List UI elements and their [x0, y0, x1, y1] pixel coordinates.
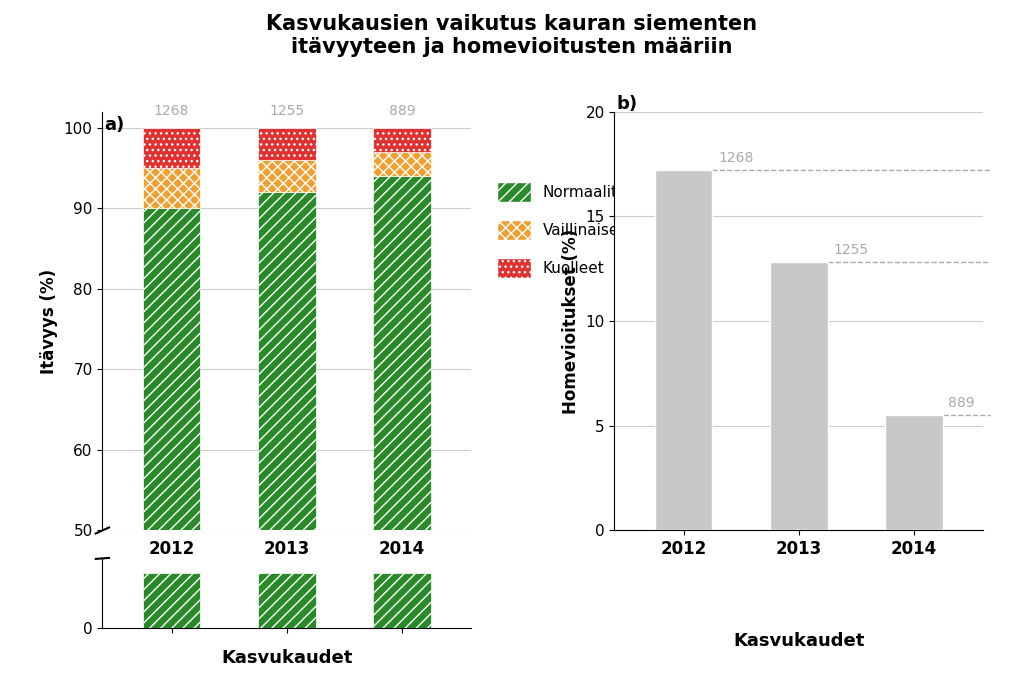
Bar — [142, 168, 201, 208]
Text: 1255: 1255 — [834, 243, 868, 257]
Bar — [258, 192, 315, 530]
Y-axis label: Homevioitukset (%): Homevioitukset (%) — [562, 228, 580, 414]
Text: 889: 889 — [388, 104, 416, 118]
Text: 889: 889 — [948, 396, 975, 410]
Bar — [373, 152, 431, 176]
Bar — [770, 262, 827, 530]
Text: Kasvukausien vaikutus kauran siementen
itävyyteen ja homevioitusten määriin: Kasvukausien vaikutus kauran siementen i… — [266, 14, 758, 57]
X-axis label: Kasvukaudet: Kasvukaudet — [221, 649, 352, 667]
Text: b): b) — [616, 95, 638, 113]
Text: 1268: 1268 — [718, 151, 754, 165]
Legend: Normaalit, Vaillinaiset, Kuolleet: Normaalit, Vaillinaiset, Kuolleet — [497, 182, 626, 278]
Text: a): a) — [104, 116, 125, 134]
Bar — [885, 415, 943, 530]
Bar — [373, 176, 431, 530]
Bar — [258, 128, 315, 160]
Bar — [142, 128, 201, 168]
Bar — [142, 573, 201, 628]
Bar — [258, 573, 315, 628]
Bar — [142, 208, 201, 530]
Bar — [258, 160, 315, 192]
Bar — [373, 128, 431, 152]
Y-axis label: Itävyys (%): Itävyys (%) — [40, 269, 58, 373]
Bar — [373, 573, 431, 628]
Text: 1255: 1255 — [269, 104, 304, 118]
Text: 1268: 1268 — [154, 104, 189, 118]
Text: Kasvukaudet: Kasvukaudet — [733, 632, 864, 650]
Bar — [654, 170, 713, 530]
